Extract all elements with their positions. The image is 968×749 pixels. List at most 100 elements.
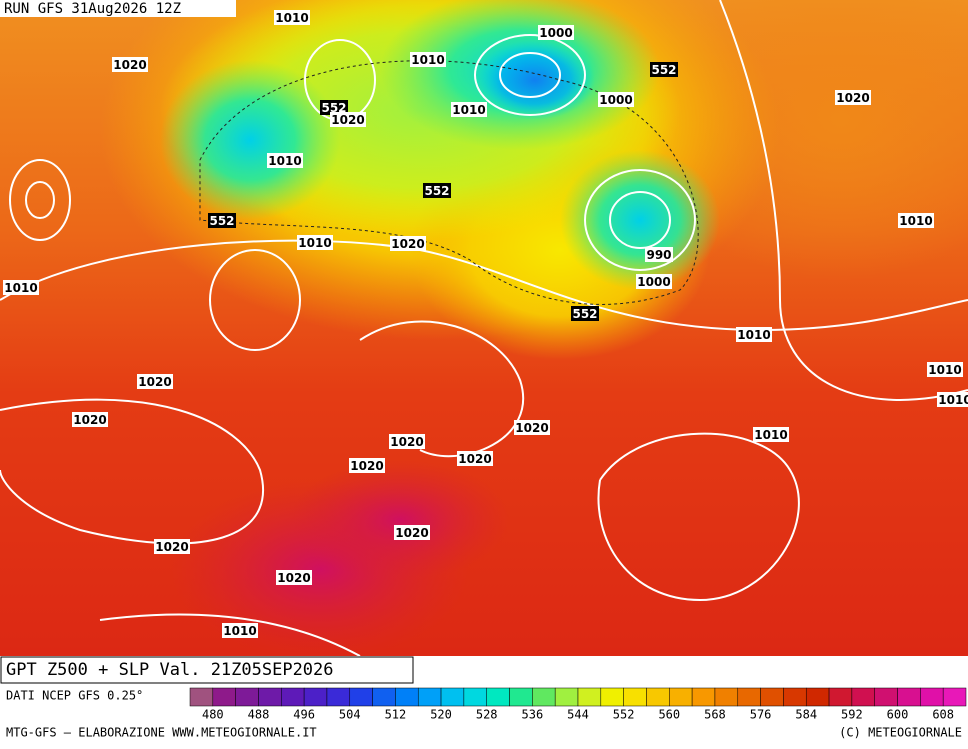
- pressure-label-box: [112, 57, 148, 72]
- pressure-label: 1020: [350, 459, 383, 473]
- colorbar-swatch: [349, 687, 373, 707]
- isobars: [0, 0, 968, 656]
- pressure-label: 1020: [390, 435, 423, 449]
- colorbar-tick-label: 496: [293, 708, 315, 722]
- pressure-label-box: [645, 247, 673, 262]
- pressure-label: 1020: [331, 113, 364, 127]
- pressure-label: 1010: [298, 236, 331, 250]
- colorbar-swatch: [669, 687, 693, 707]
- pressure-label-box: [410, 52, 446, 67]
- colorbar-swatch: [851, 687, 875, 707]
- pressure-label: 1020: [138, 375, 171, 389]
- colorbar-swatch: [532, 687, 556, 707]
- copyright-label: (C) METEOGIORNALE: [839, 726, 962, 740]
- height-label-box: [208, 213, 236, 228]
- colorbar-swatch: [920, 687, 944, 707]
- height-label: 552: [651, 63, 676, 77]
- pressure-label: 1000: [599, 93, 632, 107]
- pressure-label: 1020: [391, 237, 424, 251]
- colorbar-swatch: [874, 687, 898, 707]
- colorbar-swatch: [554, 687, 579, 707]
- pressure-label: 1020: [73, 413, 106, 427]
- pressure-label-box: [927, 362, 963, 377]
- height-label: 552: [321, 101, 346, 115]
- colorbar-tick-label: 520: [430, 708, 452, 722]
- colorbar-swatch: [212, 687, 236, 707]
- colorbar-swatch: [646, 687, 670, 707]
- pressure-label-box: [389, 434, 425, 449]
- pressure-label: 1010: [737, 328, 770, 342]
- height-label-box: [423, 183, 451, 198]
- colorbar-swatch: [760, 687, 784, 707]
- pressure-label-box: [349, 458, 385, 473]
- pressure-label-box: [753, 427, 789, 442]
- colorbar-tick-label: 528: [476, 708, 498, 722]
- pressure-label-box: [222, 623, 258, 638]
- pressure-label-box: [267, 153, 303, 168]
- colorbar-swatch: [372, 687, 396, 707]
- colorbar-tick-label: 536: [522, 708, 544, 722]
- pressure-label: 1020: [836, 91, 869, 105]
- pressure-label-box: [636, 274, 672, 289]
- colorbar-swatch: [417, 687, 442, 707]
- pressure-label-box: [72, 412, 108, 427]
- pressure-label-box: [3, 280, 39, 295]
- pressure-label-box: [736, 327, 772, 342]
- colorbar-tick-label: 560: [658, 708, 680, 722]
- colorbar-swatch: [691, 687, 716, 707]
- colorbar-swatch: [258, 687, 282, 707]
- header-box: [0, 0, 236, 17]
- colorbar-swatch: [600, 687, 624, 707]
- colorbar-tick-label: 576: [750, 708, 772, 722]
- pressure-label-box: [154, 539, 190, 554]
- footer-title: GPT Z500 + SLP Val. 21Z05SEP2026: [6, 660, 334, 680]
- height-label-box: [571, 306, 599, 321]
- pressure-label-box: [276, 570, 312, 585]
- field: [290, 460, 510, 580]
- colorbar-swatch: [828, 687, 853, 707]
- pressure-label-box: [394, 525, 430, 540]
- colorbar-swatch: [942, 687, 967, 707]
- colorbar-tick-label: 552: [613, 708, 635, 722]
- pressure-label: 1020: [458, 452, 491, 466]
- colorbar-tick-label: 544: [567, 708, 589, 722]
- pressure-label-box: [297, 235, 333, 250]
- pressure-label-box: [598, 92, 634, 107]
- title-box: [0, 656, 414, 684]
- colorbar-swatch: [509, 687, 533, 707]
- pressure-label: 1000: [539, 26, 572, 40]
- colorbar-tick-label: 512: [385, 708, 407, 722]
- pressure-label-box: [835, 90, 871, 105]
- colorbar-tick-label: 608: [932, 708, 954, 722]
- pressure-label-box: [137, 374, 173, 389]
- pressure-label-box: [514, 420, 550, 435]
- pressure-label: 1010: [938, 393, 968, 407]
- pressure-label: 1010: [928, 363, 961, 377]
- colorbar-tick-label: 584: [795, 708, 817, 722]
- run-label: RUN GFS 31Aug2026 12Z: [4, 1, 181, 17]
- source-label: DATI NCEP GFS 0.25°: [6, 689, 143, 703]
- pressure-label-box: [538, 25, 574, 40]
- colorbar-swatch: [395, 687, 419, 707]
- pressure-label-box: [390, 236, 426, 251]
- colorbar-swatch: [463, 687, 487, 707]
- pressure-label: 990: [646, 248, 671, 262]
- pressure-label: 1010: [411, 53, 444, 67]
- pressure-label: 1020: [155, 540, 188, 554]
- pressure-label-box: [457, 451, 493, 466]
- colorbar-swatch: [189, 687, 214, 707]
- colorbar-tick-label: 504: [339, 708, 361, 722]
- colorbar-swatch: [623, 687, 647, 707]
- colorbar-swatch: [714, 687, 739, 707]
- pressure-label: 1010: [275, 11, 308, 25]
- colorbar-swatch: [326, 687, 351, 707]
- pressure-label: 1020: [277, 571, 310, 585]
- pressure-label-box: [330, 112, 366, 127]
- colorbar-swatch: [235, 687, 259, 707]
- colorbar-swatch: [486, 687, 510, 707]
- pressure-label: 1010: [754, 428, 787, 442]
- colorbar-swatch: [440, 687, 465, 707]
- height-label: 552: [424, 184, 449, 198]
- pressure-label-box: [937, 392, 968, 407]
